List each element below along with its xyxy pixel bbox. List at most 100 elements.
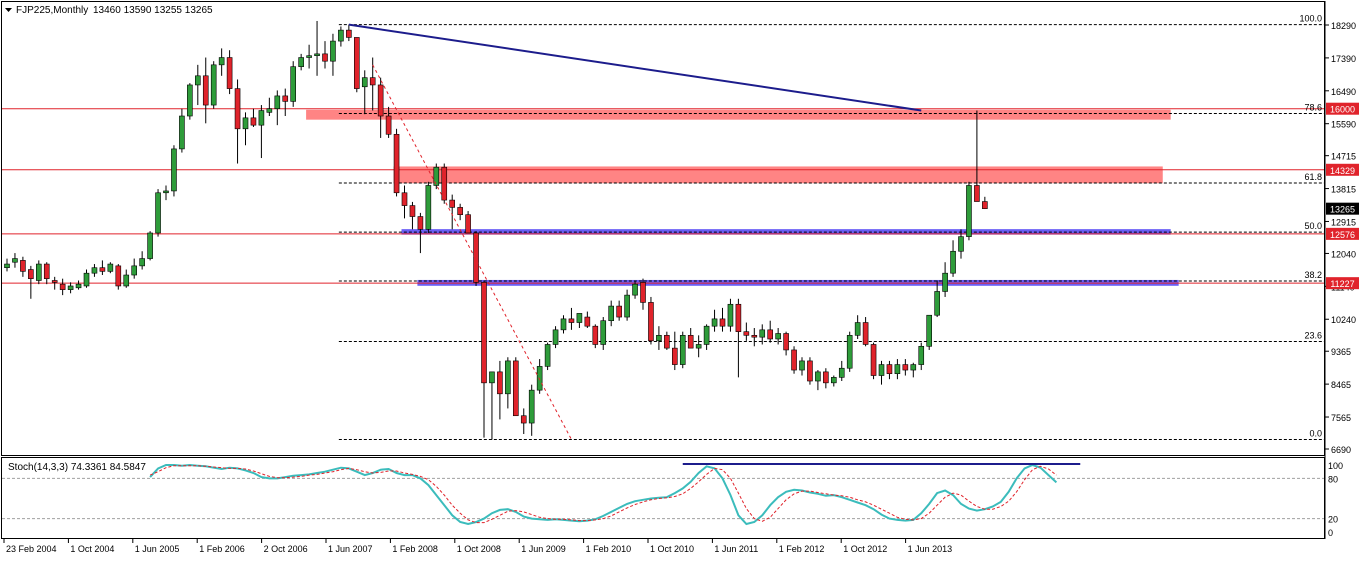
bull-candle bbox=[711, 318, 718, 327]
bull-candle bbox=[576, 313, 583, 323]
bear-candle bbox=[751, 335, 758, 338]
bull-candle bbox=[266, 108, 273, 113]
bear-candle bbox=[648, 302, 654, 342]
dropdown-arrow-icon[interactable] bbox=[5, 8, 12, 12]
bull-candle bbox=[775, 333, 781, 340]
price-label: 13265 bbox=[1330, 205, 1355, 215]
bear-candle bbox=[767, 329, 774, 340]
trendlines-layer bbox=[348, 23, 922, 440]
bear-candle bbox=[982, 201, 988, 209]
bear-candle bbox=[377, 84, 384, 117]
price-tick-label: 13815 bbox=[1331, 185, 1356, 195]
header: FJP225,Monthly 13460 13590 13255 13265 bbox=[5, 5, 213, 16]
bull-candle bbox=[163, 190, 169, 194]
bear-candle bbox=[791, 349, 797, 371]
bull-candle bbox=[552, 329, 559, 345]
fib-level-label: 61.8 bbox=[1304, 172, 1322, 182]
time-tick-label: 1 Jun 2011 bbox=[714, 544, 758, 554]
bear-candle bbox=[671, 347, 678, 365]
fib-level-label: 38.2 bbox=[1304, 270, 1322, 280]
bear-candle bbox=[234, 88, 241, 130]
price-tick-label: 12040 bbox=[1331, 249, 1356, 259]
bear-candle bbox=[20, 260, 26, 272]
bull-candle bbox=[759, 329, 766, 338]
projection-line bbox=[372, 64, 572, 440]
stoch-tick-label: 100 bbox=[1328, 461, 1343, 471]
price-label-box bbox=[1326, 202, 1359, 215]
price-label: 11227 bbox=[1330, 279, 1354, 289]
price-axis: 18290 17390 16490 15590 14715 13815 12915 12040… bbox=[1325, 21, 1356, 455]
price-tick-label: 7565 bbox=[1331, 413, 1351, 423]
bull-candle bbox=[624, 294, 630, 318]
bull-candle bbox=[147, 232, 153, 259]
bull-candle bbox=[910, 364, 917, 371]
bear-candle bbox=[568, 318, 575, 323]
horizontal-lines-layer bbox=[2, 108, 1324, 284]
bear-candle bbox=[369, 77, 376, 86]
bull-candle bbox=[846, 335, 853, 369]
bear-candle bbox=[465, 214, 471, 234]
bull-candle bbox=[242, 117, 249, 130]
bear-candle bbox=[664, 335, 670, 349]
price-label: 12576 bbox=[1330, 230, 1355, 240]
bear-candle bbox=[902, 364, 909, 371]
bear-candle bbox=[886, 364, 893, 375]
time-tick-label: 1 Oct 2012 bbox=[843, 544, 887, 554]
bull-candle bbox=[489, 371, 495, 384]
bull-candle bbox=[139, 258, 145, 267]
bull-candle bbox=[218, 57, 225, 66]
bear-candle bbox=[59, 283, 66, 290]
bull-candle bbox=[703, 325, 710, 345]
time-tick-label: 2 Oct 2006 bbox=[264, 544, 308, 554]
bull-candle bbox=[695, 344, 702, 349]
bull-candle bbox=[155, 192, 161, 234]
main-pane-border bbox=[1, 1, 1325, 456]
bull-candle bbox=[425, 185, 432, 230]
price-tick-label: 9365 bbox=[1331, 347, 1351, 357]
price-label-box bbox=[1326, 227, 1359, 240]
bear-candle bbox=[353, 37, 360, 89]
bull-candle bbox=[854, 322, 861, 336]
price-tick-label: 17390 bbox=[1331, 54, 1356, 64]
price-tick-label: 18290 bbox=[1331, 21, 1356, 31]
bull-candle bbox=[314, 53, 320, 57]
price-labels-layer: 16000 14329 13265 12576 11227 bbox=[1326, 102, 1359, 290]
bull-candle bbox=[258, 110, 265, 126]
time-tick-label: 1 Jun 2005 bbox=[135, 544, 180, 554]
bull-candle bbox=[815, 371, 821, 382]
bear-candle bbox=[51, 280, 58, 283]
bull-candle bbox=[926, 314, 933, 347]
bull-candle bbox=[131, 265, 137, 276]
price-label-box bbox=[1326, 163, 1359, 176]
bear-candle bbox=[401, 192, 408, 206]
time-tick-label: 1 Feb 2012 bbox=[779, 544, 825, 554]
bull-candle bbox=[67, 285, 74, 290]
bear-candle bbox=[520, 415, 527, 424]
price-tick-label: 16490 bbox=[1331, 87, 1356, 97]
price-label: 14329 bbox=[1330, 166, 1355, 176]
bear-candle bbox=[616, 305, 622, 318]
bull-candle bbox=[274, 95, 281, 110]
bull-candle bbox=[298, 57, 304, 67]
bull-candle bbox=[878, 364, 885, 376]
time-tick-label: 1 Feb 2010 bbox=[586, 544, 632, 554]
bull-candle bbox=[306, 55, 312, 58]
bear-candle bbox=[783, 333, 789, 351]
bull-candle bbox=[942, 272, 948, 292]
bull-candle bbox=[560, 318, 567, 331]
stoch-signal-line bbox=[149, 465, 1057, 524]
price-tick-label: 15590 bbox=[1331, 120, 1356, 130]
time-tick-label: 23 Feb 2004 bbox=[6, 544, 57, 554]
fib-level-label: 100.0 bbox=[1299, 14, 1322, 24]
bull-candle bbox=[330, 40, 336, 62]
bear-candle bbox=[687, 335, 694, 349]
bear-candle bbox=[807, 360, 813, 382]
bull-candle bbox=[179, 115, 185, 150]
bull-candle bbox=[536, 366, 543, 391]
bear-candle bbox=[481, 282, 487, 384]
bear-candle bbox=[385, 115, 392, 135]
bull-candle bbox=[727, 303, 734, 327]
bear-candle bbox=[28, 269, 34, 279]
bull-candle bbox=[505, 360, 511, 395]
